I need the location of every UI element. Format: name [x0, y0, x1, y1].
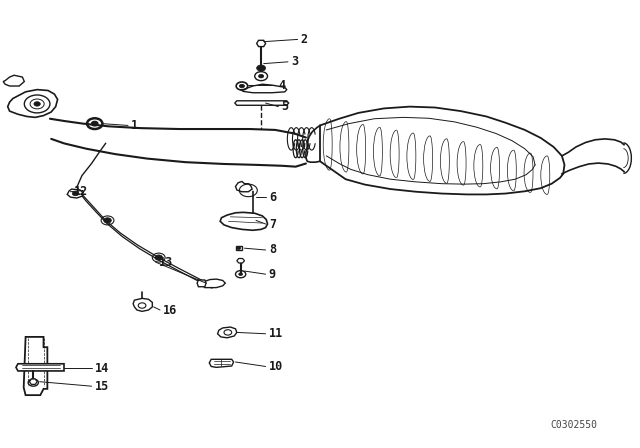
- Text: 10: 10: [269, 360, 283, 373]
- Polygon shape: [202, 279, 225, 288]
- Polygon shape: [133, 298, 152, 311]
- Text: 12: 12: [74, 185, 88, 198]
- Circle shape: [155, 255, 163, 260]
- Text: 16: 16: [163, 303, 177, 317]
- Polygon shape: [8, 90, 58, 117]
- Polygon shape: [50, 119, 306, 167]
- Text: 1: 1: [131, 119, 138, 132]
- Circle shape: [237, 247, 241, 250]
- Polygon shape: [218, 327, 237, 338]
- Polygon shape: [67, 189, 83, 198]
- Text: 2: 2: [301, 33, 308, 46]
- Circle shape: [72, 191, 79, 196]
- Text: C0302550: C0302550: [550, 420, 597, 430]
- Text: 5: 5: [282, 100, 289, 113]
- Circle shape: [92, 121, 98, 126]
- Circle shape: [239, 273, 243, 276]
- Text: 6: 6: [269, 190, 276, 204]
- Circle shape: [34, 102, 40, 106]
- Text: 8: 8: [269, 243, 276, 257]
- Circle shape: [31, 381, 35, 384]
- Circle shape: [239, 84, 244, 88]
- Polygon shape: [29, 379, 37, 384]
- Text: 3: 3: [291, 55, 298, 69]
- Circle shape: [259, 74, 264, 78]
- Polygon shape: [257, 40, 266, 47]
- Polygon shape: [209, 359, 234, 367]
- Text: 9: 9: [269, 267, 276, 281]
- Polygon shape: [241, 84, 287, 93]
- Polygon shape: [197, 280, 206, 287]
- Text: 11: 11: [269, 327, 283, 340]
- Text: 7: 7: [269, 217, 276, 231]
- Text: 15: 15: [95, 379, 109, 393]
- Polygon shape: [3, 75, 24, 86]
- Polygon shape: [235, 101, 289, 105]
- Polygon shape: [320, 107, 564, 194]
- Polygon shape: [16, 364, 64, 371]
- Polygon shape: [220, 212, 268, 230]
- Polygon shape: [237, 258, 244, 263]
- Text: 13: 13: [159, 255, 173, 269]
- Text: 4: 4: [278, 78, 285, 92]
- Polygon shape: [236, 181, 252, 192]
- Text: 14: 14: [95, 362, 109, 375]
- Circle shape: [104, 218, 111, 223]
- Circle shape: [257, 65, 266, 71]
- Polygon shape: [24, 337, 47, 395]
- Polygon shape: [236, 246, 242, 250]
